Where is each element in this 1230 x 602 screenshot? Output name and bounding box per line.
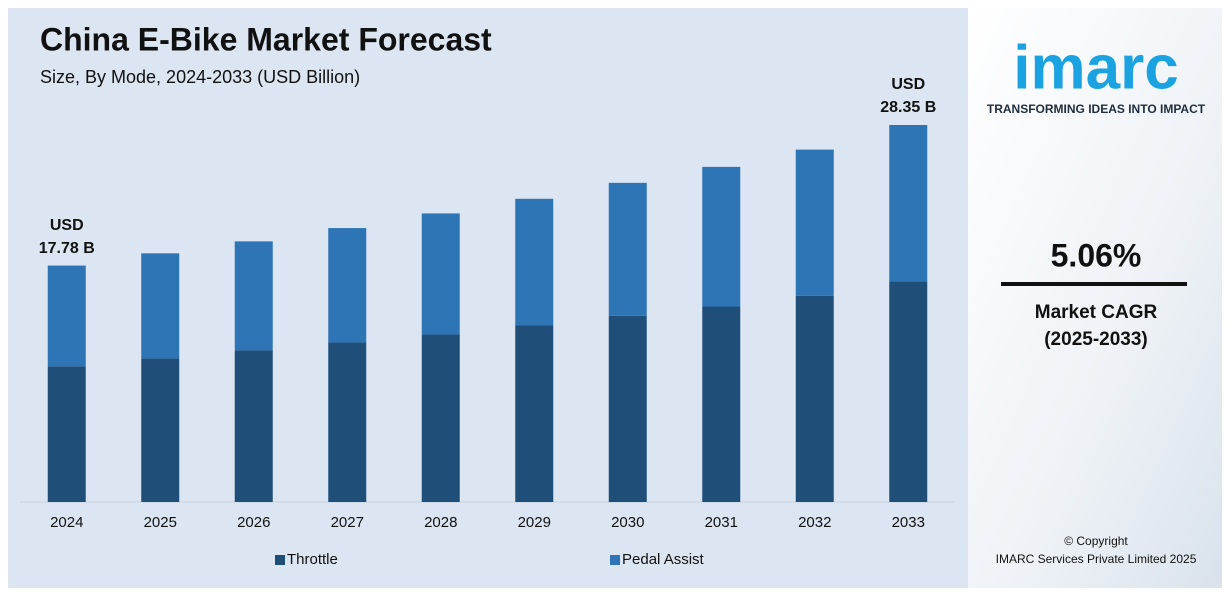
- tagline: TRANSFORMING IDEAS INTO IMPACT: [987, 102, 1206, 116]
- copyright-holder: IMARC Services Private Limited 2025: [996, 552, 1197, 566]
- bar-segment: [795, 295, 834, 502]
- x-tick-label: 2031: [705, 514, 738, 531]
- bar-segment: [141, 358, 180, 502]
- bar-segment: [515, 325, 554, 502]
- legend-swatch: [275, 555, 285, 565]
- x-tick-label: 2029: [518, 514, 551, 531]
- chart-subtitle: Size, By Mode, 2024-2033 (USD Billion): [40, 67, 360, 87]
- bar-segment: [234, 241, 273, 351]
- bar-segment: [421, 334, 460, 502]
- legend-label: Throttle: [287, 551, 338, 568]
- legend-swatch: [610, 555, 620, 565]
- copyright: © Copyright: [1064, 534, 1128, 548]
- chart-title: China E-Bike Market Forecast: [40, 21, 492, 57]
- x-tick-label: 2027: [331, 514, 364, 531]
- bar-segment: [608, 182, 647, 316]
- bar-segment: [234, 350, 273, 502]
- bar-segment: [795, 149, 834, 296]
- x-tick-label: 2033: [892, 514, 925, 531]
- x-tick-label: 2032: [798, 514, 831, 531]
- bar-segment: [702, 166, 741, 307]
- value-label: USD: [50, 217, 84, 234]
- x-tick-label: 2030: [611, 514, 644, 531]
- cagr-label: Market CAGR: [1035, 302, 1158, 323]
- value-label: USD: [891, 76, 925, 93]
- bar-segment: [141, 253, 180, 359]
- legend-label: Pedal Assist: [622, 551, 705, 568]
- bar-segment: [328, 342, 367, 502]
- cagr-value: 5.06%: [1051, 237, 1142, 273]
- x-tick-label: 2028: [424, 514, 457, 531]
- bar-segment: [47, 366, 86, 502]
- sidebar-panel: [968, 8, 1222, 588]
- bar-segment: [47, 265, 86, 367]
- value-label: 17.78 B: [39, 240, 95, 257]
- value-label: 28.35 B: [880, 99, 936, 116]
- bar-segment: [515, 198, 554, 326]
- x-tick-label: 2025: [144, 514, 177, 531]
- bar-segment: [421, 213, 460, 335]
- bar-segment: [702, 306, 741, 502]
- x-tick-label: 2026: [237, 514, 270, 531]
- bar-segment: [608, 315, 647, 502]
- logo: imarc: [1013, 33, 1178, 102]
- bar-segment: [889, 125, 928, 282]
- x-tick-label: 2024: [50, 514, 83, 531]
- cagr-period: (2025-2033): [1044, 329, 1148, 350]
- bar-segment: [889, 281, 928, 502]
- bar-segment: [328, 228, 367, 343]
